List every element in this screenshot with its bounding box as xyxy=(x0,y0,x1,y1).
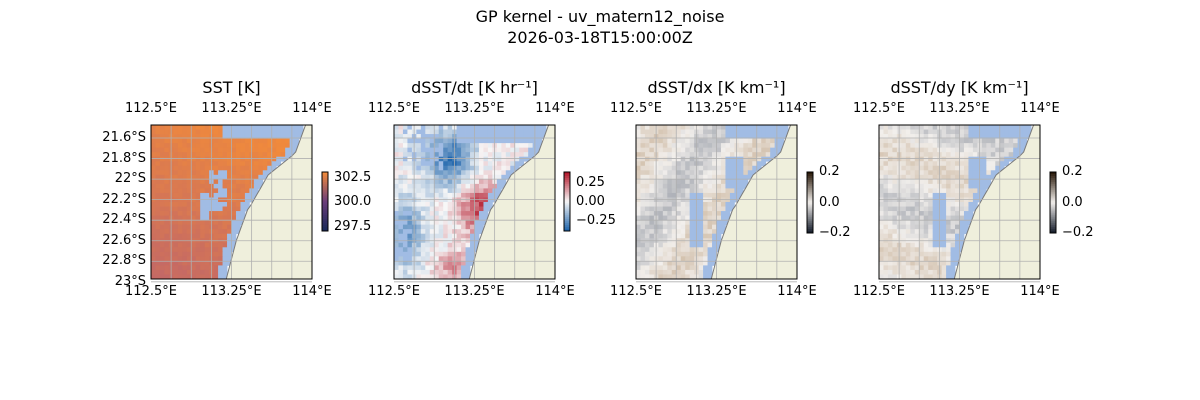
figure-timestamp: 2026-03-18T15:00:00Z xyxy=(507,28,693,47)
colorbar-tick-label: −0.2 xyxy=(1062,225,1094,240)
lon-tick-label-bottom: 112.5°E xyxy=(853,284,905,299)
lon-tick-label-top: 113.25°E xyxy=(686,101,747,116)
lat-tick-label: 22.6°S xyxy=(102,232,146,248)
lon-tick-label-top: 113.25°E xyxy=(201,101,262,116)
colorbar-tick-label: 0.0 xyxy=(819,195,840,210)
lon-tick-label-top: 112.5°E xyxy=(853,101,905,116)
lat-tick-label: 22.2°S xyxy=(102,191,146,207)
lon-tick-label-top: 112.5°E xyxy=(368,101,420,116)
colorbar xyxy=(321,171,329,232)
panel-title: SST [K] xyxy=(202,78,261,97)
colorbar-tick-label: −0.2 xyxy=(819,225,851,240)
graticule xyxy=(394,125,555,283)
lon-tick-label-top: 114°E xyxy=(1020,101,1060,116)
lon-tick-label-bottom: 113.25°E xyxy=(444,284,505,299)
graticule xyxy=(151,125,312,283)
lat-tick-label: 22.4°S xyxy=(102,212,146,228)
map-frame xyxy=(150,124,313,280)
lon-tick-label-top: 112.5°E xyxy=(125,101,177,116)
lat-tick-label: 22°S xyxy=(114,171,146,187)
colorbar-tick-label: 297.5 xyxy=(334,219,372,234)
lon-tick-label-bottom: 114°E xyxy=(535,284,575,299)
colorbar-tick-label: 0.00 xyxy=(576,194,605,209)
lon-tick-label-bottom: 114°E xyxy=(292,284,332,299)
lon-tick-label-bottom: 113.25°E xyxy=(686,284,747,299)
lat-tick-label: 21.6°S xyxy=(102,130,146,145)
lon-tick-label-top: 114°E xyxy=(777,101,817,116)
map-panel xyxy=(635,124,798,283)
colorbar-tick-label: 0.0 xyxy=(1062,195,1083,210)
lon-tick-label-top: 113.25°E xyxy=(444,101,505,116)
colorbar-tick-label: 0.25 xyxy=(576,175,605,190)
colorbar-tick-label: 302.5 xyxy=(334,170,372,185)
map-frame xyxy=(878,124,1041,280)
panel-title: dSST/dy [K km⁻¹] xyxy=(890,78,1029,97)
map-panel xyxy=(878,124,1041,283)
graticule xyxy=(879,125,1040,283)
lat-tick-label: 21.8°S xyxy=(102,150,146,166)
colorbar-tick-label: 300.0 xyxy=(334,194,372,209)
colorbar xyxy=(1049,171,1057,234)
map-frame xyxy=(393,124,556,280)
lat-tick-label: 22.8°S xyxy=(102,253,146,269)
lon-tick-label-bottom: 112.5°E xyxy=(610,284,662,299)
lat-tick-label: 23°S xyxy=(114,273,146,289)
lon-tick-label-top: 114°E xyxy=(292,101,332,116)
lon-tick-label-bottom: 112.5°E xyxy=(125,284,177,299)
data-field xyxy=(636,125,789,280)
map-panel xyxy=(393,124,556,283)
lon-tick-label-bottom: 114°E xyxy=(1020,284,1060,299)
panel-title: dSST/dx [K km⁻¹] xyxy=(647,78,786,97)
lon-tick-label-bottom: 114°E xyxy=(777,284,817,299)
lon-tick-label-bottom: 112.5°E xyxy=(368,284,420,299)
colorbar xyxy=(806,171,814,234)
colorbar xyxy=(563,171,571,232)
lon-tick-label-bottom: 113.25°E xyxy=(201,284,262,299)
map-frame xyxy=(635,124,798,280)
colorbar-tick-label: 0.2 xyxy=(1062,164,1083,179)
graticule xyxy=(636,125,797,283)
lon-tick-label-top: 113.25°E xyxy=(929,101,990,116)
panel-title: dSST/dt [K hr⁻¹] xyxy=(411,78,538,97)
figure-title: GP kernel - uv_matern12_noise xyxy=(475,7,725,26)
colorbar-tick-label: −0.25 xyxy=(576,213,616,228)
lon-tick-label-bottom: 113.25°E xyxy=(929,284,990,299)
lon-tick-label-top: 114°E xyxy=(535,101,575,116)
colorbar-tick-label: 0.2 xyxy=(819,164,840,179)
map-panel xyxy=(150,124,313,283)
lon-tick-label-top: 112.5°E xyxy=(610,101,662,116)
